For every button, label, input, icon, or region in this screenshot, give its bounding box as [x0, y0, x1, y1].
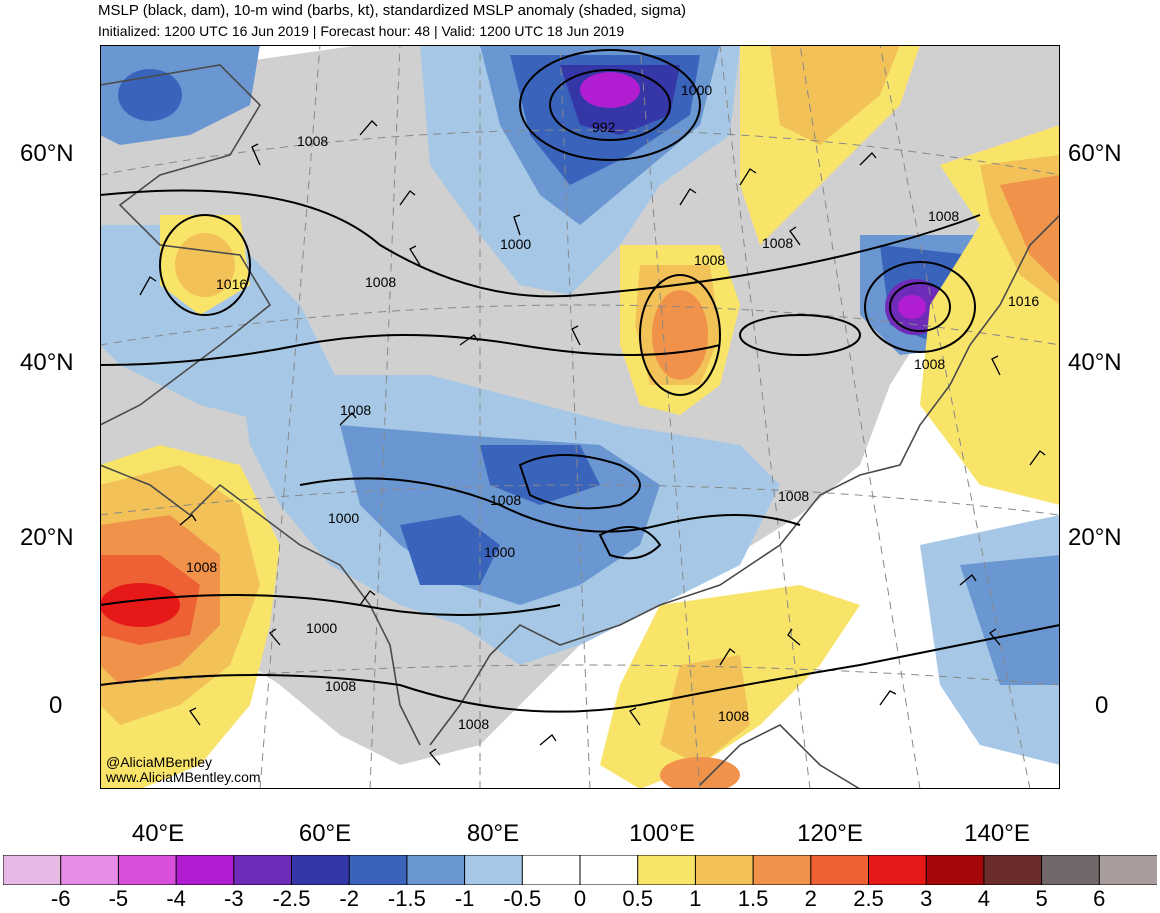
colorbar-swatch	[579, 855, 639, 885]
colorbar-tick-label: 1.5	[737, 886, 769, 911]
colorbar-tick-label: -5	[108, 886, 129, 911]
anomaly-pos-indochina-mid	[660, 655, 750, 765]
colorbar-tick-label: 3	[920, 886, 933, 911]
colorbar-swatch	[291, 855, 351, 885]
isobar-label: 1008	[186, 559, 217, 575]
colorbar-tick-label: 4	[977, 886, 991, 911]
lon-label-40e: 40°E	[131, 820, 185, 847]
anomaly-pos-mongolia-core	[652, 290, 708, 380]
colorbar-tick-label: 2	[804, 886, 817, 911]
anomaly-neg-pacific-mid	[960, 555, 1060, 685]
lon-label-80e: 80°E	[466, 820, 520, 847]
colorbar-swatch	[348, 855, 408, 885]
isobar-label: 1008	[718, 708, 749, 724]
isobar-label: 1008	[297, 133, 328, 149]
isobar-label: 1000	[681, 82, 712, 98]
colorbar-swatch	[117, 855, 178, 885]
anomaly-neg-scandinavia-core	[118, 69, 182, 121]
isobar-label: 1008	[365, 274, 396, 290]
isobar-labels: 1008 1016 1008 1000 992 1000 1008 1008 1…	[186, 82, 1039, 732]
colorbar-tick-label: -1	[454, 886, 475, 911]
colorbar-swatch	[1098, 855, 1157, 885]
colorbar-swatch	[868, 855, 928, 885]
anomaly-neg-tibet-strong	[480, 445, 600, 505]
isobar-label: 1000	[500, 236, 531, 252]
isobar-label: 1008	[778, 488, 809, 504]
colorbar-tick-label: 0	[573, 886, 587, 911]
anomaly-neg-north-russia-core	[580, 72, 640, 108]
colorbar-swatch	[1041, 855, 1101, 885]
colorbar-tick-label: -2.5	[272, 886, 311, 911]
lat-label-eq-left: 0	[49, 692, 63, 719]
anomaly-pos-africa-arabia-peak	[100, 583, 180, 627]
isobar-label: 1000	[306, 620, 337, 636]
credit-handle: @AliciaMBentley	[106, 754, 213, 770]
isobar-label: 1008	[340, 402, 371, 418]
colorbar-tick-label: -1.5	[387, 886, 426, 911]
isobar-label: 1008	[914, 356, 945, 372]
colorbar-tick-label: 0.5	[622, 886, 653, 911]
colorbar-tick-label: -6	[50, 886, 71, 911]
colorbar-tick-label: 1	[689, 886, 702, 911]
colorbar-swatch	[925, 855, 985, 885]
colorbar-tick-label: -4	[166, 886, 186, 911]
lat-label-40n-right: 40°N	[1068, 349, 1122, 376]
chart-subtitle: Initialized: 1200 UTC 16 Jun 2019 | Fore…	[98, 23, 625, 39]
isobar-label: 1008	[325, 678, 356, 694]
anomaly-neg-india-strong	[400, 515, 500, 585]
colorbar-swatch	[175, 855, 235, 885]
isobar-label: 1008	[762, 235, 793, 251]
colorbar	[3, 855, 1157, 885]
isobar-label: 992	[592, 119, 616, 135]
isobar-label: 1008	[928, 208, 959, 224]
lon-label-140e: 140°E	[964, 820, 1030, 847]
colorbar-tick-label: -2	[339, 886, 359, 911]
colorbar-swatch	[752, 855, 812, 885]
colorbar-swatch	[983, 855, 1043, 885]
colorbar-tick-label: 2.5	[853, 886, 884, 911]
colorbar-swatch	[810, 855, 870, 885]
landmass-eurasia	[100, 45, 1060, 765]
colorbar-swatch	[233, 855, 293, 885]
credit-website: www.AliciaMBentley.com	[106, 769, 261, 785]
lat-label-eq-right: 0	[1095, 692, 1109, 719]
lat-label-60n-left: 60°N	[20, 140, 74, 167]
map-panel: 1008 1016 1008 1000 992 1000 1008 1008 1…	[100, 45, 1060, 789]
colorbar-swatch	[521, 855, 581, 885]
isobar-label: 1016	[216, 276, 247, 292]
isobar-label: 1000	[484, 544, 515, 560]
colorbar-tick-label: 5	[1035, 886, 1048, 911]
isobar-label: 1008	[458, 716, 489, 732]
colorbar-tick-label: -0.5	[503, 886, 542, 911]
colorbar-swatch	[60, 855, 120, 885]
colorbar-swatch	[3, 855, 62, 885]
anomaly-pos-east-siberia-mid	[770, 45, 900, 145]
chart-title: MSLP (black, dam), 10-m wind (barbs, kt)…	[98, 2, 687, 19]
isobar-label: 1008	[694, 252, 725, 268]
lat-label-20n-right: 20°N	[1068, 524, 1122, 551]
lat-label-60n-right: 60°N	[1068, 140, 1122, 167]
colorbar-tick-label: -3	[224, 886, 244, 911]
colorbar-swatch	[406, 855, 466, 885]
isobar-label: 1000	[328, 510, 359, 526]
lon-label-100e: 100°E	[629, 820, 695, 847]
anomaly-pos-far-east-strong	[1000, 175, 1060, 285]
isobar-label: 1016	[1008, 293, 1039, 309]
lon-label-120e: 120°E	[797, 820, 863, 847]
colorbar-swatch	[694, 855, 755, 885]
coastlines	[100, 64, 1060, 789]
colorbar-swatch	[637, 855, 697, 885]
isobar-label: 1008	[490, 492, 521, 508]
colorbar-tick-label: 6	[1093, 886, 1106, 911]
colorbar-swatch	[464, 855, 524, 885]
lat-label-40n-left: 40°N	[20, 349, 74, 376]
anomaly-neg-japan-sea-peak	[898, 295, 926, 319]
graticule	[100, 45, 1060, 789]
wind-barbs	[139, 120, 1046, 766]
lat-label-20n-left: 20°N	[20, 524, 74, 551]
lon-label-60e: 60°E	[298, 820, 352, 847]
isobars	[100, 49, 1060, 713]
